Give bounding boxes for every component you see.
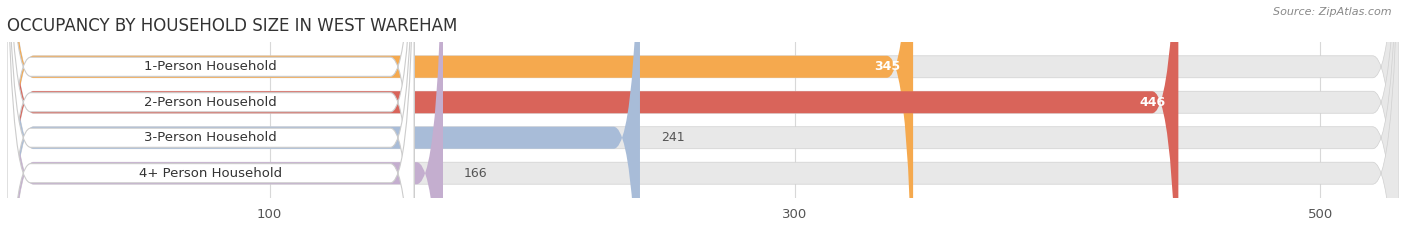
FancyBboxPatch shape [7, 0, 1399, 233]
FancyBboxPatch shape [7, 0, 415, 233]
FancyBboxPatch shape [7, 0, 415, 233]
Text: 4+ Person Household: 4+ Person Household [139, 167, 283, 180]
FancyBboxPatch shape [7, 0, 1399, 233]
Text: 1-Person Household: 1-Person Household [145, 60, 277, 73]
Text: 345: 345 [875, 60, 900, 73]
Text: 241: 241 [661, 131, 685, 144]
FancyBboxPatch shape [7, 0, 415, 233]
FancyBboxPatch shape [7, 0, 912, 233]
Text: 2-Person Household: 2-Person Household [145, 96, 277, 109]
Text: OCCUPANCY BY HOUSEHOLD SIZE IN WEST WAREHAM: OCCUPANCY BY HOUSEHOLD SIZE IN WEST WARE… [7, 17, 457, 35]
FancyBboxPatch shape [7, 0, 415, 233]
FancyBboxPatch shape [7, 0, 443, 233]
FancyBboxPatch shape [7, 0, 640, 233]
Text: 3-Person Household: 3-Person Household [145, 131, 277, 144]
Text: 446: 446 [1139, 96, 1166, 109]
FancyBboxPatch shape [7, 0, 1399, 233]
Text: 166: 166 [464, 167, 488, 180]
Text: Source: ZipAtlas.com: Source: ZipAtlas.com [1274, 7, 1392, 17]
FancyBboxPatch shape [7, 0, 1178, 233]
FancyBboxPatch shape [7, 0, 1399, 233]
